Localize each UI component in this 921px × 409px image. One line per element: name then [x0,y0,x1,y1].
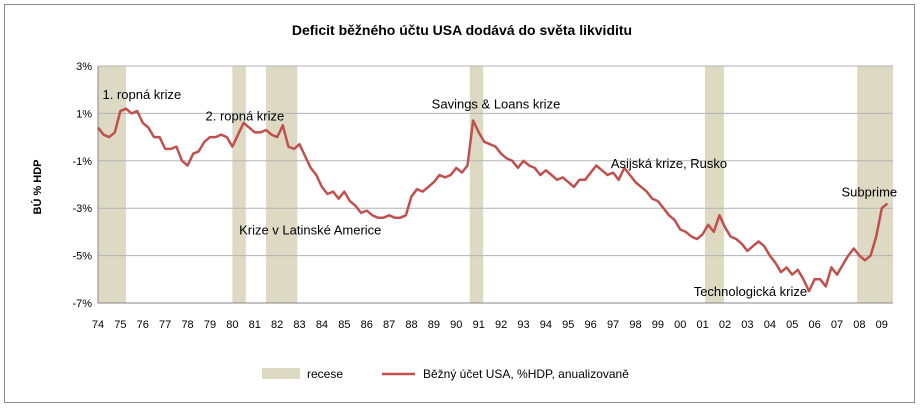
y-tick-label: 3% [76,61,92,73]
x-tick-label: 08 [853,319,865,331]
x-tick-label: 83 [293,319,305,331]
x-axis-tick-labels: 74 75 76 77 78 79 80 81 82 83 84 85 86 87 88 89 90 91 92 93… [92,319,888,331]
x-tick-label: 74 [92,319,104,331]
x-tick-label: 86 [361,319,373,331]
x-tick-label: 84 [316,319,328,331]
x-tick-label: 02 [719,319,731,331]
chart-annotations: 1. ropná krize 2. ropná krize Krize v Lati… [102,87,897,299]
legend-recession-label: recese [307,367,343,381]
x-tick-label: 80 [226,319,238,331]
x-tick-label: 76 [137,319,149,331]
annotation-label: Asijská krize, Rusko [611,156,727,171]
x-tick-label: 99 [652,319,664,331]
recession-band [232,66,246,303]
x-tick-label: 00 [674,319,686,331]
x-tick-label: 95 [562,319,574,331]
x-tick-label: 07 [831,319,843,331]
x-tick-label: 97 [607,319,619,331]
x-tick-label: 93 [517,319,529,331]
legend-recession-swatch [262,368,300,379]
x-tick-label: 98 [629,319,641,331]
recession-band [704,66,724,303]
y-tick-label: -7% [72,298,92,310]
annotation-label: 1. ropná krize [102,87,181,102]
x-tick-label: 96 [585,319,597,331]
x-tick-label: 89 [428,319,440,331]
recession-band [265,66,298,303]
x-tick-label: 03 [741,319,753,331]
x-tick-label: 82 [271,319,283,331]
x-tick-label: 81 [249,319,261,331]
legend: recese Běžný účet USA, %HDP, anualizovan… [262,367,629,381]
x-tick-label: 01 [697,319,709,331]
annotation-label: Subprime [841,184,897,199]
x-tick-label: 09 [876,319,888,331]
x-tick-label: 78 [181,319,193,331]
x-tick-label: 06 [808,319,820,331]
y-tick-label: -5% [72,251,92,263]
annotation-label: Technologická krize [694,284,807,299]
x-tick-label: 75 [114,319,126,331]
chart-frame [4,4,915,403]
y-tick-label: -1% [72,156,92,168]
chart-title: Deficit běžného účtu USA dodává do světa… [292,22,632,38]
x-tick-label: 92 [495,319,507,331]
x-tick-label: 94 [540,319,552,331]
recession-band [98,66,126,303]
annotation-label: Krize v Latinské Americe [239,222,381,237]
recession-band [857,66,893,303]
x-tick-label: 87 [383,319,395,331]
x-tick-label: 04 [764,319,776,331]
x-tick-label: 77 [159,319,171,331]
x-tick-label: 05 [786,319,798,331]
current-account-line [97,107,889,293]
x-tick-label: 88 [405,319,417,331]
x-tick-label: 85 [338,319,350,331]
annotation-label: 2. ropná krize [205,109,284,124]
gridlines [98,65,893,257]
y-axis-tick-labels: 3% 1% -1% -3% -5% -7% [72,61,92,310]
x-tick-label: 90 [450,319,462,331]
y-axis-label: BÚ % HDP [31,159,44,214]
legend-line-label: Běžný účet USA, %HDP, anualizovaně [423,367,629,381]
y-tick-label: -3% [72,203,92,215]
y-tick-label: 1% [76,108,92,120]
x-tick-label: 79 [204,319,216,331]
x-tick-label: 91 [473,319,485,331]
annotation-label: Savings & Loans krize [432,97,561,112]
